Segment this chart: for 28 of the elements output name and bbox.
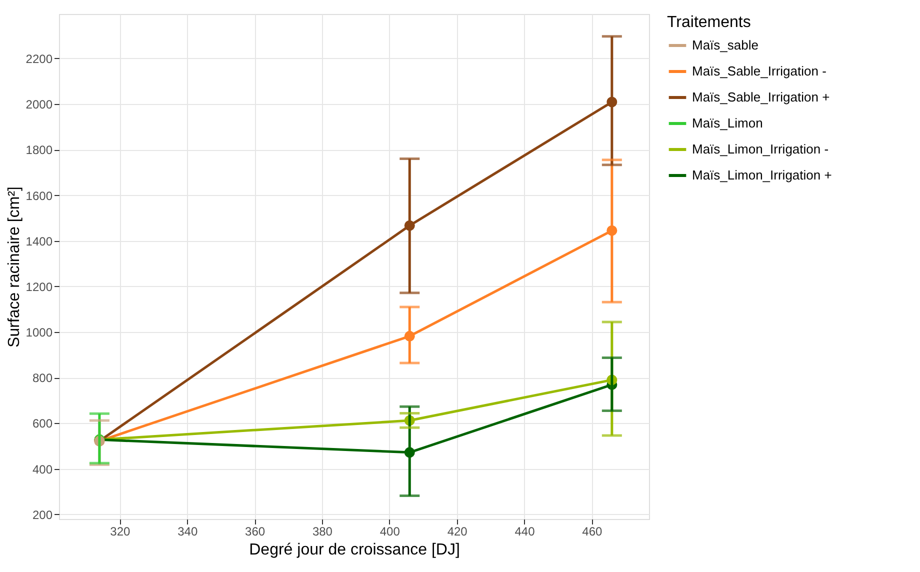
- legend-title: Traitements: [667, 14, 751, 31]
- x-tick-label: 320: [110, 524, 131, 538]
- legend-label: Maïs_Limon: [692, 116, 763, 130]
- x-tick-label: 340: [178, 524, 198, 538]
- y-axis-title: Surface racinaire [cm²]: [6, 186, 23, 348]
- x-axis-title: Degré jour de croissance [DJ]: [249, 542, 460, 558]
- y-tick-label: 400: [32, 462, 53, 476]
- legend-label: Maïs_Limon_Irrigation +: [692, 168, 832, 182]
- x-tick-label: 360: [245, 524, 266, 538]
- y-tick-label: 200: [32, 508, 53, 522]
- legend-label: Maïs_Sable_Irrigation -: [692, 64, 826, 78]
- y-tick-label: 1400: [26, 234, 53, 248]
- y-tick-label: 1200: [26, 280, 53, 294]
- x-tick-label: 400: [380, 524, 400, 538]
- x-tick-label: 420: [447, 524, 468, 538]
- x-tick-label: 440: [514, 524, 536, 538]
- legend-label: Maïs_Limon_Irrigation -: [692, 142, 829, 156]
- legend-label: Maïs_Sable_Irrigation +: [692, 90, 830, 104]
- y-tick-label: 800: [32, 371, 53, 386]
- y-tick-label: 2200: [26, 52, 53, 66]
- y-tick-label: 600: [32, 416, 53, 431]
- y-tick-label: 1600: [26, 188, 53, 203]
- x-tick-label: 460: [582, 524, 603, 538]
- y-tick-label: 2000: [26, 98, 53, 112]
- legend-label: Maïs_sable: [692, 38, 758, 52]
- y-tick-label: 1000: [26, 326, 53, 340]
- x-tick-label: 380: [312, 524, 333, 538]
- y-tick-label: 1800: [26, 143, 53, 158]
